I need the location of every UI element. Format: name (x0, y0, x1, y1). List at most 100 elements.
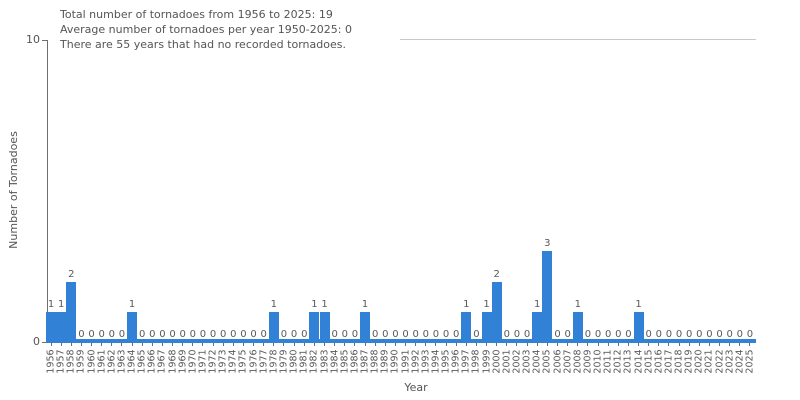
bar-value-label: 0 (78, 329, 85, 340)
x-tick-mark (536, 343, 538, 346)
x-tick-mark (283, 343, 285, 346)
x-tick-mark (415, 343, 417, 346)
bar-value-label: 0 (138, 329, 146, 340)
bar-1958 (66, 281, 77, 343)
x-tick-mark (293, 343, 295, 346)
bar-value-label: 0 (513, 329, 521, 340)
y-axis-spine (47, 40, 48, 343)
x-tick-label: 2013 (622, 349, 634, 374)
annotation-total: Total number of tornadoes from 1956 to 2… (60, 8, 333, 21)
bar-value-label: 0 (189, 329, 196, 340)
bar-value-label: 0 (260, 329, 267, 340)
bar-value-label: 0 (250, 329, 257, 340)
bar-2004 (532, 311, 543, 343)
x-tick-mark (131, 343, 133, 346)
bar-value-label: 0 (240, 329, 247, 340)
x-tick-label: 1961 (96, 349, 108, 374)
bar-value-label: 0 (392, 329, 399, 340)
x-tick-mark (445, 343, 447, 346)
x-tick-label: 1976 (248, 349, 260, 374)
bar-value-label: 3 (544, 238, 551, 250)
x-tick-mark (202, 343, 204, 346)
x-tick-mark (273, 343, 275, 346)
x-tick-label: 1983 (319, 349, 330, 374)
x-tick-mark (648, 343, 650, 346)
x-tick-mark (405, 343, 407, 346)
x-tick-mark (546, 343, 548, 346)
bar-value-label: 0 (149, 329, 156, 340)
x-tick-mark (668, 343, 670, 346)
y-tick-mark (42, 40, 47, 41)
x-tick-mark (597, 343, 599, 346)
x-tick-mark (577, 343, 579, 346)
bar-value-label: 0 (220, 329, 227, 340)
plot-top-spine (400, 39, 756, 40)
bar-value-label: 0 (280, 329, 288, 340)
bar-value-label: 0 (341, 329, 348, 340)
x-tick-mark (222, 343, 224, 346)
bar-value-label: 0 (88, 329, 95, 340)
bar-value-label: 1 (128, 298, 136, 310)
x-axis-title: Year (404, 381, 428, 394)
bar-value-label: 0 (554, 329, 561, 340)
x-tick-label: 2025 (744, 349, 756, 374)
bar-value-label: 0 (382, 329, 389, 340)
x-tick-mark (425, 343, 427, 346)
annotation-zero-years: There are 55 years that had no recorded … (60, 38, 346, 51)
bar-value-label: 1 (463, 298, 470, 310)
bar-1956 (46, 311, 56, 343)
bar-value-label: 0 (726, 329, 733, 340)
bar-value-label: 1 (361, 298, 369, 310)
x-tick-mark (435, 343, 437, 346)
x-tick-mark (486, 343, 488, 346)
bar-1957 (56, 311, 67, 343)
bar-1964 (127, 311, 138, 343)
x-tick-mark (374, 343, 376, 346)
x-tick-mark (141, 343, 143, 346)
x-tick-mark (698, 343, 700, 346)
x-tick-label: 2021 (703, 349, 715, 374)
bar-value-label: 0 (108, 329, 115, 340)
bar-2008 (572, 311, 583, 343)
x-tick-label: 2014 (633, 349, 645, 374)
bar-value-label: 1 (483, 298, 490, 310)
bar-value-label: 0 (696, 329, 703, 340)
bar-value-label: 2 (493, 268, 500, 280)
x-tick-mark (749, 343, 751, 346)
x-tick-mark (151, 343, 153, 346)
x-tick-label: 2006 (552, 349, 563, 374)
x-tick-mark (627, 343, 629, 346)
bar-1997 (461, 311, 472, 343)
x-tick-label: 1960 (86, 349, 98, 374)
x-tick-label: 1967 (156, 349, 168, 374)
x-tick-mark (303, 343, 305, 346)
bar-value-label: 0 (746, 329, 754, 340)
bar-value-label: 0 (169, 329, 176, 340)
x-tick-mark (455, 343, 457, 346)
x-tick-mark (60, 343, 62, 346)
bar-value-label: 1 (534, 298, 541, 310)
x-tick-label: 1999 (481, 349, 493, 374)
x-tick-label: 2007 (562, 349, 574, 374)
x-tick-label: 1982 (308, 349, 320, 374)
bar-value-label: 1 (270, 298, 278, 310)
bar-value-label: 0 (706, 329, 713, 340)
x-tick-mark (394, 343, 396, 346)
x-tick-mark (161, 343, 163, 346)
bar-value-label: 0 (655, 329, 662, 340)
y-tick-label: 0 (33, 335, 40, 348)
bar-value-label: 0 (473, 329, 480, 340)
x-tick-mark (354, 343, 356, 346)
x-tick-mark (719, 343, 721, 346)
x-tick-mark (242, 343, 244, 346)
x-tick-mark (638, 343, 640, 346)
x-tick-label: 1991 (400, 349, 412, 374)
x-tick-mark (253, 343, 255, 346)
bar-value-label: 0 (625, 329, 632, 340)
bar-value-label: 0 (159, 329, 166, 340)
x-tick-mark (182, 343, 184, 346)
bar-value-label: 0 (675, 329, 683, 340)
x-tick-mark (172, 343, 174, 346)
bar-value-label: 1 (321, 298, 328, 310)
